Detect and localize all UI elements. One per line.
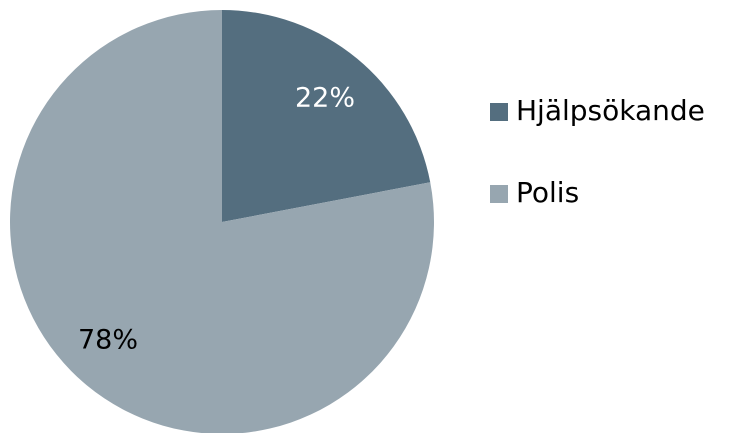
slice-label-polis: 78% <box>78 325 138 356</box>
pie-slice-hjälpsökande <box>222 10 431 222</box>
legend-label-polis: Polis <box>516 176 579 209</box>
pie-slices <box>10 10 434 433</box>
legend-label-hjälpsökande: Hjälpsökande <box>516 94 705 127</box>
legend-swatch-polis <box>490 185 508 203</box>
slice-label-hjälpsökande: 22% <box>295 83 355 114</box>
legend: Hjälpsökande Polis <box>490 94 705 209</box>
pie-slice-polis <box>10 10 434 433</box>
pie-labels: 22% 78% <box>78 83 355 356</box>
legend-swatch-hjälpsökande <box>490 103 508 121</box>
